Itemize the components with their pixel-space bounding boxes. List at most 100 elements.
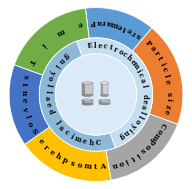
Text: h: h xyxy=(124,54,133,63)
Text: P: P xyxy=(91,18,96,26)
Text: g: g xyxy=(118,131,126,140)
Text: l: l xyxy=(136,113,144,119)
Text: i: i xyxy=(158,61,166,67)
Bar xyxy=(82,100,93,104)
Text: l: l xyxy=(140,84,148,88)
Text: i: i xyxy=(53,62,61,69)
Ellipse shape xyxy=(101,82,108,84)
Text: a: a xyxy=(138,77,147,84)
Bar xyxy=(99,100,110,104)
Text: e: e xyxy=(116,21,123,30)
Text: m: m xyxy=(150,131,161,142)
Text: h: h xyxy=(89,139,94,147)
Ellipse shape xyxy=(82,82,93,84)
Text: s: s xyxy=(69,159,76,168)
Ellipse shape xyxy=(82,99,93,101)
Text: a: a xyxy=(139,103,148,109)
Text: i: i xyxy=(69,133,75,141)
Text: p: p xyxy=(147,137,156,146)
Text: n: n xyxy=(57,56,66,65)
Text: z: z xyxy=(164,103,172,109)
Text: r: r xyxy=(112,45,119,54)
Text: e: e xyxy=(163,79,172,85)
Text: h: h xyxy=(54,152,63,162)
Bar xyxy=(82,100,85,104)
Text: y: y xyxy=(130,121,138,129)
Text: n: n xyxy=(111,160,118,169)
Text: e: e xyxy=(48,148,56,157)
Text: y: y xyxy=(49,68,58,75)
Text: c: c xyxy=(160,66,169,73)
Text: s: s xyxy=(139,146,147,155)
Text: d: d xyxy=(46,108,55,115)
Text: C: C xyxy=(95,139,101,147)
Text: r: r xyxy=(102,18,107,26)
Text: i: i xyxy=(40,40,47,48)
Text: o: o xyxy=(154,127,164,135)
Bar xyxy=(101,83,108,95)
Text: t: t xyxy=(94,163,97,171)
Text: e: e xyxy=(82,138,88,146)
Ellipse shape xyxy=(101,94,108,97)
Bar xyxy=(82,83,85,95)
Text: t: t xyxy=(122,23,128,32)
Bar xyxy=(82,83,93,95)
Text: e: e xyxy=(76,19,83,28)
Text: i: i xyxy=(165,98,173,102)
Text: A: A xyxy=(100,163,106,171)
Text: s: s xyxy=(165,92,173,96)
Text: m: m xyxy=(55,26,65,37)
Wedge shape xyxy=(9,65,50,144)
Text: a: a xyxy=(43,95,51,100)
Text: t: t xyxy=(20,82,28,87)
Wedge shape xyxy=(132,28,183,124)
Text: e: e xyxy=(98,42,103,50)
Text: l: l xyxy=(94,42,96,50)
Text: d: d xyxy=(141,94,149,98)
Text: n: n xyxy=(19,90,27,95)
Text: T: T xyxy=(26,57,36,66)
Text: n: n xyxy=(122,128,131,137)
Text: c: c xyxy=(136,72,145,79)
Text: a: a xyxy=(148,44,157,53)
Text: m: m xyxy=(73,135,83,145)
Text: r: r xyxy=(42,143,50,152)
Text: o: o xyxy=(117,158,124,167)
Text: P: P xyxy=(144,39,153,49)
Text: r: r xyxy=(152,50,161,57)
Text: o: o xyxy=(25,120,34,128)
Text: s: s xyxy=(21,73,30,79)
Text: c: c xyxy=(103,42,108,51)
Text: g: g xyxy=(62,51,71,60)
Text: t: t xyxy=(108,44,113,52)
Text: m: m xyxy=(110,19,119,29)
Text: i: i xyxy=(127,125,134,133)
Ellipse shape xyxy=(82,94,93,97)
Wedge shape xyxy=(77,38,153,148)
Wedge shape xyxy=(39,41,115,151)
Wedge shape xyxy=(25,127,111,181)
Text: i: i xyxy=(124,156,130,165)
Text: o: o xyxy=(77,161,83,170)
Text: e: e xyxy=(19,98,28,103)
Wedge shape xyxy=(85,8,152,51)
Text: p: p xyxy=(61,156,69,165)
Text: C: C xyxy=(157,121,167,129)
Text: l: l xyxy=(43,89,51,92)
Text: o: o xyxy=(46,74,55,81)
Ellipse shape xyxy=(99,103,110,105)
Text: e: e xyxy=(36,137,45,146)
Text: l: l xyxy=(53,120,60,127)
Text: a: a xyxy=(57,124,65,133)
Text: l: l xyxy=(162,73,170,78)
Text: o: o xyxy=(116,48,124,57)
Text: r: r xyxy=(131,28,138,37)
Text: e: e xyxy=(44,102,53,108)
Wedge shape xyxy=(14,8,89,75)
Text: l: l xyxy=(44,82,53,86)
Bar xyxy=(101,83,103,95)
Text: S: S xyxy=(29,127,38,136)
Text: l: l xyxy=(137,109,146,114)
Ellipse shape xyxy=(99,99,110,101)
Text: a: a xyxy=(106,19,113,27)
